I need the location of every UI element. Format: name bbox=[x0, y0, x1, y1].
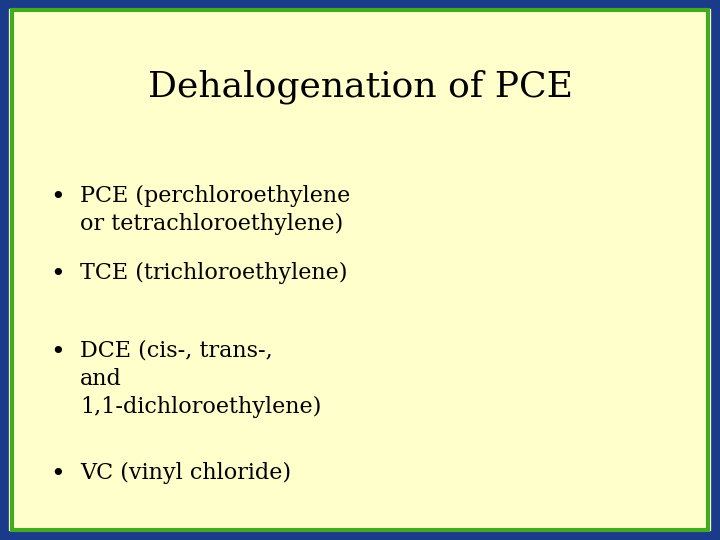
Text: 1,1-dichloroethylene): 1,1-dichloroethylene) bbox=[80, 396, 321, 418]
Text: VC (vinyl chloride): VC (vinyl chloride) bbox=[80, 462, 291, 484]
Text: •: • bbox=[50, 262, 66, 286]
Text: and: and bbox=[80, 368, 122, 390]
Text: or tetrachloroethylene): or tetrachloroethylene) bbox=[80, 213, 343, 235]
FancyBboxPatch shape bbox=[4, 4, 716, 536]
Text: PCE (perchloroethylene: PCE (perchloroethylene bbox=[80, 185, 350, 207]
Text: Dehalogenation of PCE: Dehalogenation of PCE bbox=[148, 70, 572, 105]
Text: DCE (cis-, trans-,: DCE (cis-, trans-, bbox=[80, 340, 273, 362]
Text: TCE (trichloroethylene): TCE (trichloroethylene) bbox=[80, 262, 348, 284]
Text: •: • bbox=[50, 185, 66, 209]
Text: •: • bbox=[50, 462, 66, 486]
Text: •: • bbox=[50, 340, 66, 364]
